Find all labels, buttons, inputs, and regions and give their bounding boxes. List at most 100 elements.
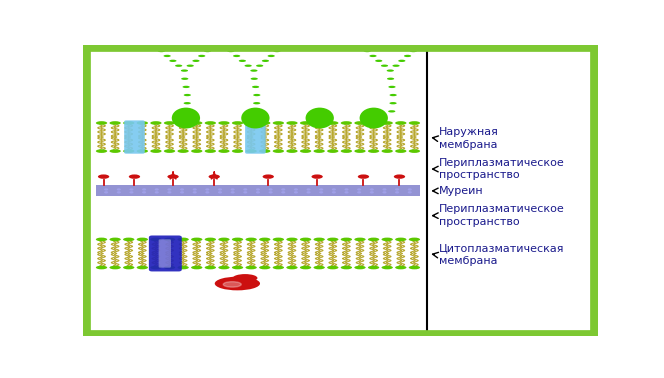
Ellipse shape [273,149,284,153]
Ellipse shape [191,238,203,241]
Ellipse shape [233,274,258,282]
Circle shape [282,191,286,194]
Circle shape [180,191,184,194]
Circle shape [243,188,248,191]
Ellipse shape [313,266,325,270]
Ellipse shape [110,238,121,241]
Ellipse shape [250,70,258,72]
Ellipse shape [358,45,365,47]
Ellipse shape [223,282,241,287]
Ellipse shape [273,266,284,270]
Ellipse shape [388,110,395,113]
Circle shape [180,188,184,191]
Ellipse shape [341,238,352,241]
Circle shape [218,191,222,194]
Ellipse shape [273,238,284,241]
FancyBboxPatch shape [124,120,145,154]
Circle shape [319,191,323,194]
Ellipse shape [205,266,216,270]
Circle shape [357,188,361,191]
Ellipse shape [395,266,406,270]
Ellipse shape [123,149,134,153]
Ellipse shape [183,110,189,113]
Ellipse shape [152,45,159,47]
Ellipse shape [222,45,228,47]
FancyBboxPatch shape [149,235,182,271]
Ellipse shape [177,266,189,270]
Circle shape [268,188,273,191]
Text: Периплазматическое
пространство: Периплазматическое пространство [439,158,565,180]
Ellipse shape [227,50,234,52]
Ellipse shape [395,121,406,125]
Ellipse shape [164,238,175,241]
Circle shape [382,188,386,191]
Ellipse shape [164,121,175,125]
Ellipse shape [96,266,107,270]
Ellipse shape [167,174,179,179]
Ellipse shape [183,86,190,88]
Circle shape [243,191,248,194]
Ellipse shape [96,149,107,153]
Ellipse shape [98,174,110,179]
Ellipse shape [262,174,274,179]
Ellipse shape [355,238,366,241]
Circle shape [155,188,159,191]
Ellipse shape [368,266,379,270]
Circle shape [104,188,108,191]
Ellipse shape [369,55,376,57]
Circle shape [370,191,374,194]
Ellipse shape [246,238,257,241]
Circle shape [104,191,108,194]
Ellipse shape [181,70,188,72]
Ellipse shape [390,102,396,104]
Circle shape [167,191,171,194]
Circle shape [230,191,234,194]
Ellipse shape [286,121,297,125]
Ellipse shape [150,238,161,241]
Ellipse shape [341,149,352,153]
Ellipse shape [327,238,339,241]
Ellipse shape [246,149,257,153]
Circle shape [193,188,197,191]
Ellipse shape [233,55,240,57]
Ellipse shape [191,266,203,270]
Ellipse shape [169,60,177,62]
Circle shape [167,188,171,191]
Ellipse shape [184,94,191,96]
Ellipse shape [259,149,270,153]
Ellipse shape [137,149,148,153]
Ellipse shape [204,50,211,52]
Ellipse shape [191,149,203,153]
Ellipse shape [300,121,311,125]
Ellipse shape [158,50,165,52]
Ellipse shape [368,121,379,125]
Ellipse shape [250,77,258,80]
Circle shape [282,188,286,191]
Ellipse shape [300,149,311,153]
Circle shape [256,188,260,191]
Circle shape [345,191,349,194]
Ellipse shape [256,65,264,67]
Ellipse shape [327,121,339,125]
Ellipse shape [129,174,140,179]
Ellipse shape [392,65,400,67]
Ellipse shape [409,149,420,153]
Ellipse shape [246,121,257,125]
Ellipse shape [187,65,194,67]
Circle shape [332,191,336,194]
Ellipse shape [355,121,366,125]
Ellipse shape [218,149,230,153]
Ellipse shape [252,86,259,88]
Ellipse shape [150,121,161,125]
Ellipse shape [123,121,134,125]
Bar [96,185,420,197]
Ellipse shape [163,55,171,57]
Ellipse shape [368,238,379,241]
Ellipse shape [404,55,411,57]
Ellipse shape [388,86,396,88]
Ellipse shape [259,266,270,270]
Text: Муреин: Муреин [439,186,484,196]
Circle shape [307,191,311,194]
Circle shape [307,188,311,191]
Ellipse shape [252,110,259,113]
